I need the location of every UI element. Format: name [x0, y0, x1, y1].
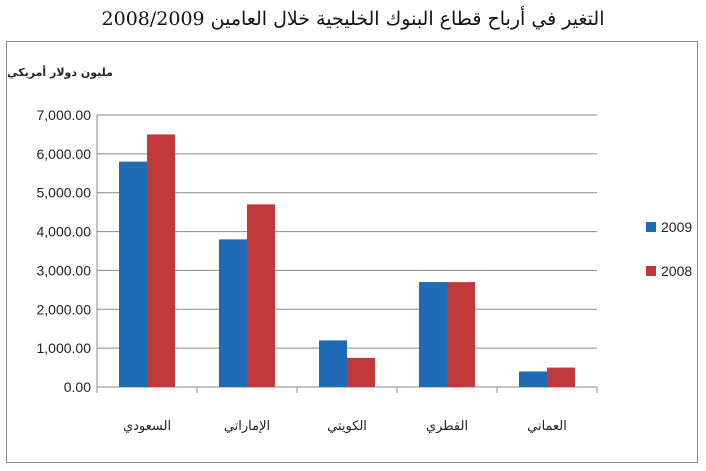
legend-swatch	[646, 222, 656, 232]
legend-label: 2008	[661, 263, 692, 279]
x-category-label: العماني	[527, 419, 567, 434]
legend-label: 2009	[661, 219, 692, 235]
y-tick-label: 5,000.00	[37, 185, 92, 201]
y-tick-label: 4,000.00	[37, 224, 92, 240]
x-category-label: القطري	[426, 419, 468, 434]
bar	[247, 204, 275, 387]
bar	[519, 371, 547, 387]
bar	[147, 134, 175, 387]
bar	[419, 282, 447, 387]
y-axis-unit-label: مليون دولار أمريكي	[7, 65, 113, 79]
bar	[347, 357, 375, 387]
y-tick-label: 2,000.00	[37, 301, 92, 317]
y-tick-label: 6,000.00	[37, 146, 92, 162]
chart-frame	[6, 41, 698, 463]
y-tick-label: 0.00	[64, 379, 91, 395]
y-tick-label: 3,000.00	[37, 262, 92, 278]
legend-swatch	[646, 266, 656, 276]
chart-title: التغير في أرباح قطاع البنوك الخليجية خلا…	[101, 8, 605, 30]
bar	[219, 239, 247, 387]
y-tick-label: 1,000.00	[37, 340, 92, 356]
bar	[119, 161, 147, 387]
bar	[447, 282, 475, 387]
bar	[319, 340, 347, 387]
bar	[547, 367, 575, 387]
x-category-label: الإماراتي	[224, 419, 270, 434]
x-category-label: الكويتي	[327, 419, 367, 434]
x-category-label: السعودي	[123, 419, 171, 434]
y-tick-label: 7,000.00	[37, 107, 92, 123]
